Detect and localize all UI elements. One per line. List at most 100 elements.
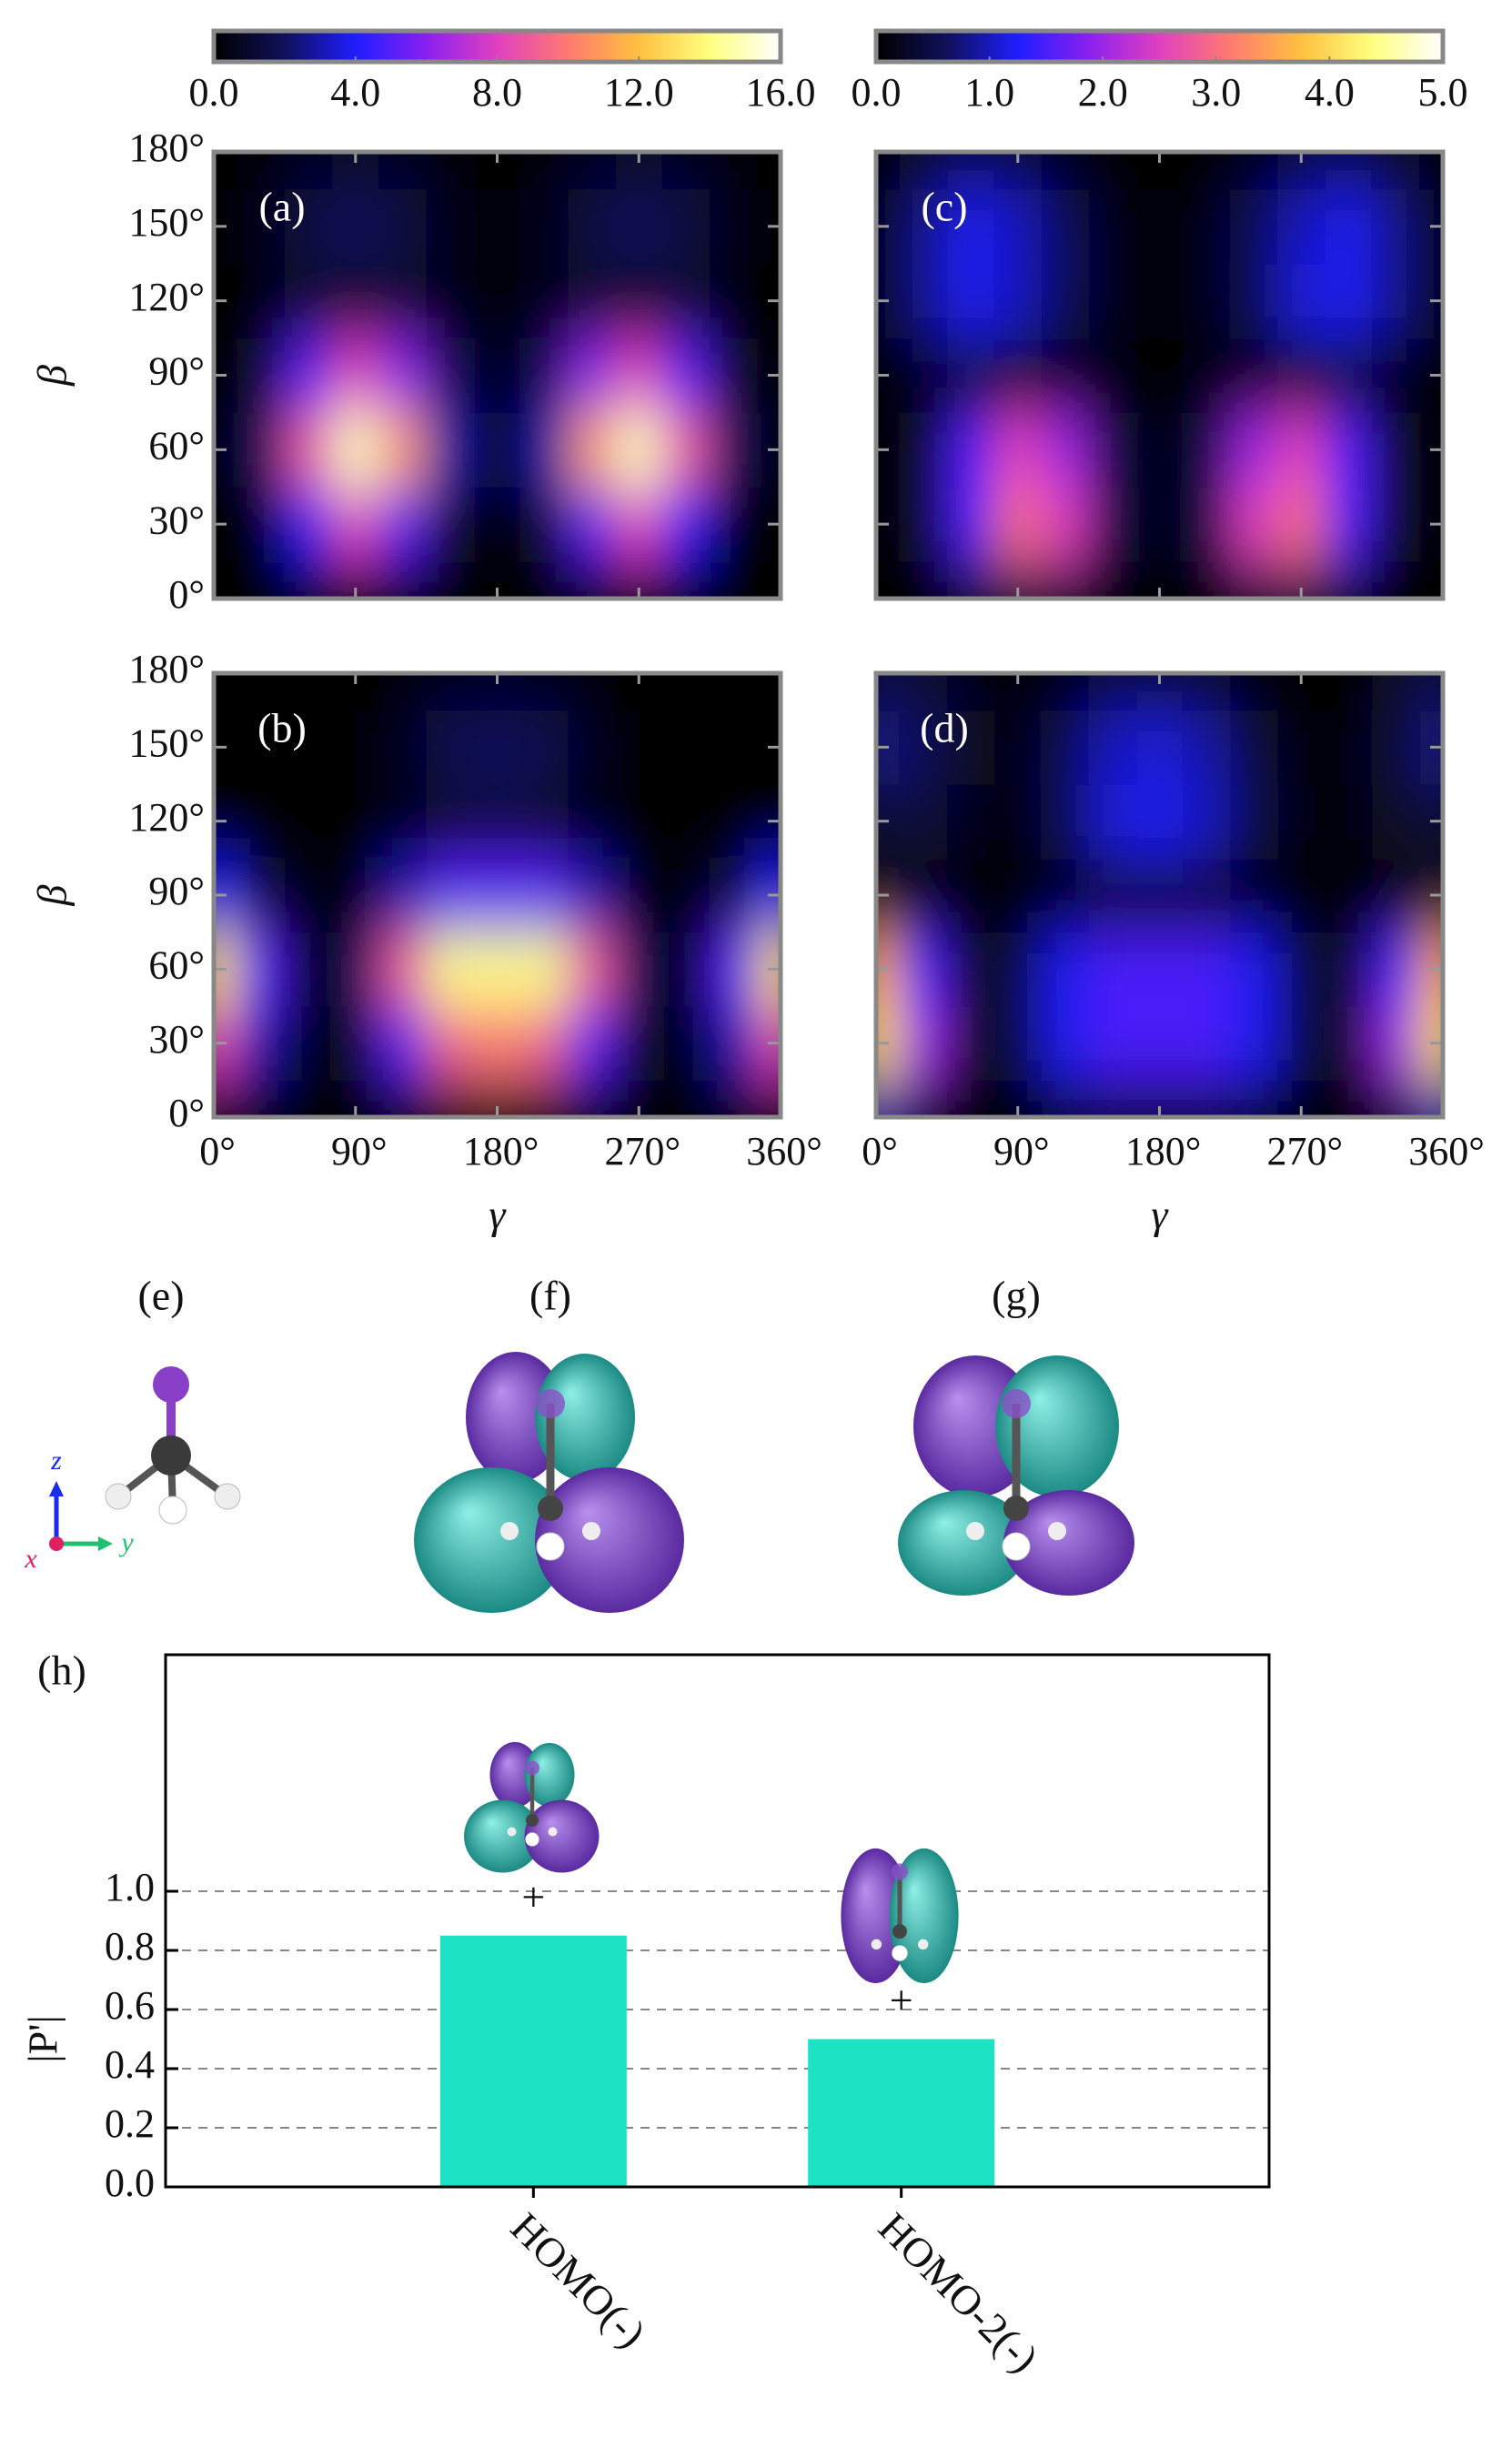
heat-cell bbox=[1183, 1080, 1231, 1117]
y-tick-label: 60° bbox=[148, 423, 205, 468]
heat-cell bbox=[1183, 152, 1231, 190]
heat-cell bbox=[1277, 858, 1326, 933]
heat-cell bbox=[946, 932, 995, 1007]
heat-cell bbox=[710, 932, 758, 1007]
heat-cell bbox=[1088, 1080, 1137, 1117]
heat-cell bbox=[331, 487, 380, 562]
y-tick-label: 0.4 bbox=[105, 2042, 155, 2087]
heat-cell bbox=[1183, 710, 1231, 785]
heat-cell bbox=[1325, 152, 1373, 190]
heat-cell bbox=[237, 487, 286, 562]
heat-cell bbox=[615, 1006, 663, 1081]
heat-cell bbox=[331, 337, 380, 413]
heat-cell bbox=[378, 858, 428, 933]
heat-cell bbox=[1041, 188, 1090, 265]
heat-cell bbox=[1135, 337, 1184, 413]
heat-cell bbox=[1041, 412, 1090, 488]
colorbar-tick-label: 4.0 bbox=[330, 70, 380, 115]
heat-cell bbox=[1419, 561, 1443, 599]
heat-cell bbox=[331, 710, 380, 785]
heat-cell bbox=[1041, 337, 1090, 413]
heat-cell bbox=[1041, 932, 1090, 1007]
heat-cell bbox=[899, 152, 948, 190]
plot-frame bbox=[211, 149, 783, 601]
heat-cell bbox=[1230, 710, 1278, 785]
heat-cell bbox=[1088, 337, 1137, 413]
heat-cell bbox=[520, 710, 569, 785]
heat-cell bbox=[426, 858, 475, 933]
heat-cell bbox=[1372, 412, 1420, 488]
y-tick-label: 0° bbox=[168, 572, 205, 617]
heat-cell bbox=[520, 412, 569, 488]
heat-cell bbox=[1325, 487, 1373, 562]
heat-cell bbox=[214, 673, 238, 711]
heat-cell bbox=[331, 412, 380, 488]
heat-cell bbox=[1183, 932, 1231, 1007]
heat-cell bbox=[1135, 188, 1184, 265]
heat-cell bbox=[615, 932, 663, 1007]
heat-cell bbox=[1325, 784, 1373, 859]
annotation: + bbox=[890, 1977, 913, 2023]
heat-cell bbox=[284, 152, 333, 190]
heat-cell bbox=[473, 337, 521, 413]
heat-cell bbox=[1135, 1006, 1184, 1081]
heat-cell bbox=[1230, 858, 1278, 933]
heat-cell bbox=[1230, 337, 1278, 413]
heat-cell bbox=[378, 710, 428, 785]
heat-cell bbox=[899, 561, 948, 599]
x-axis-label: γ bbox=[1151, 1192, 1169, 1238]
x-tick-label: 180° bbox=[1125, 1129, 1202, 1174]
heat-cell bbox=[615, 337, 663, 413]
heat-cell bbox=[993, 337, 1043, 413]
x-axis-label: γ bbox=[489, 1192, 507, 1238]
heat-cell bbox=[568, 561, 616, 599]
heat-cell bbox=[615, 487, 663, 562]
heat-cell bbox=[1041, 561, 1090, 599]
colorbar-tick-label: 5.0 bbox=[1418, 70, 1468, 115]
heat-cell bbox=[473, 263, 521, 339]
heat-cell bbox=[1041, 152, 1090, 190]
heat-cell bbox=[1372, 1080, 1420, 1117]
heatmap-cells bbox=[876, 673, 1443, 1117]
heat-cell bbox=[1372, 710, 1420, 785]
heat-cell bbox=[237, 932, 286, 1007]
heat-cell bbox=[426, 1006, 475, 1081]
heat-cell bbox=[237, 152, 286, 190]
axes-triad bbox=[49, 1481, 113, 1551]
heat-cell bbox=[662, 1080, 711, 1117]
heat-cell bbox=[378, 337, 428, 413]
x-tick-label: 270° bbox=[604, 1129, 680, 1174]
heat-cell bbox=[1372, 337, 1420, 413]
heat-cell bbox=[1372, 673, 1420, 711]
heat-cell bbox=[284, 487, 333, 562]
heat-cell bbox=[331, 263, 380, 339]
heat-cell bbox=[1277, 784, 1326, 859]
heat-cell bbox=[710, 561, 758, 599]
heat-cell bbox=[615, 263, 663, 339]
heat-cell bbox=[1372, 561, 1420, 599]
heat-cell bbox=[237, 673, 286, 711]
heat-cell bbox=[237, 337, 286, 413]
heat-cell bbox=[1183, 337, 1231, 413]
heat-cell bbox=[710, 1006, 758, 1081]
heat-cell bbox=[568, 487, 616, 562]
heat-cell bbox=[993, 858, 1043, 933]
x-tick-label: 180° bbox=[463, 1129, 539, 1174]
panel-label: (e) bbox=[137, 1273, 184, 1319]
heat-cell bbox=[237, 1006, 286, 1081]
heat-cell bbox=[1135, 487, 1184, 562]
panel-label: (h) bbox=[37, 1647, 86, 1694]
colorbar-tick-label: 2.0 bbox=[1078, 70, 1128, 115]
heat-cell bbox=[331, 784, 380, 859]
heat-cell bbox=[993, 263, 1043, 339]
heat-cell bbox=[1230, 784, 1278, 859]
plot-frame bbox=[164, 1653, 1271, 2189]
heat-cell bbox=[520, 263, 569, 339]
panel-label: (f) bbox=[529, 1273, 571, 1319]
heat-cell bbox=[1041, 784, 1090, 859]
panel-label: (g) bbox=[992, 1273, 1041, 1319]
heat-cell bbox=[1088, 858, 1137, 933]
heat-cell bbox=[1041, 487, 1090, 562]
heat-cell bbox=[1325, 412, 1373, 488]
heat-cell bbox=[520, 932, 569, 1007]
